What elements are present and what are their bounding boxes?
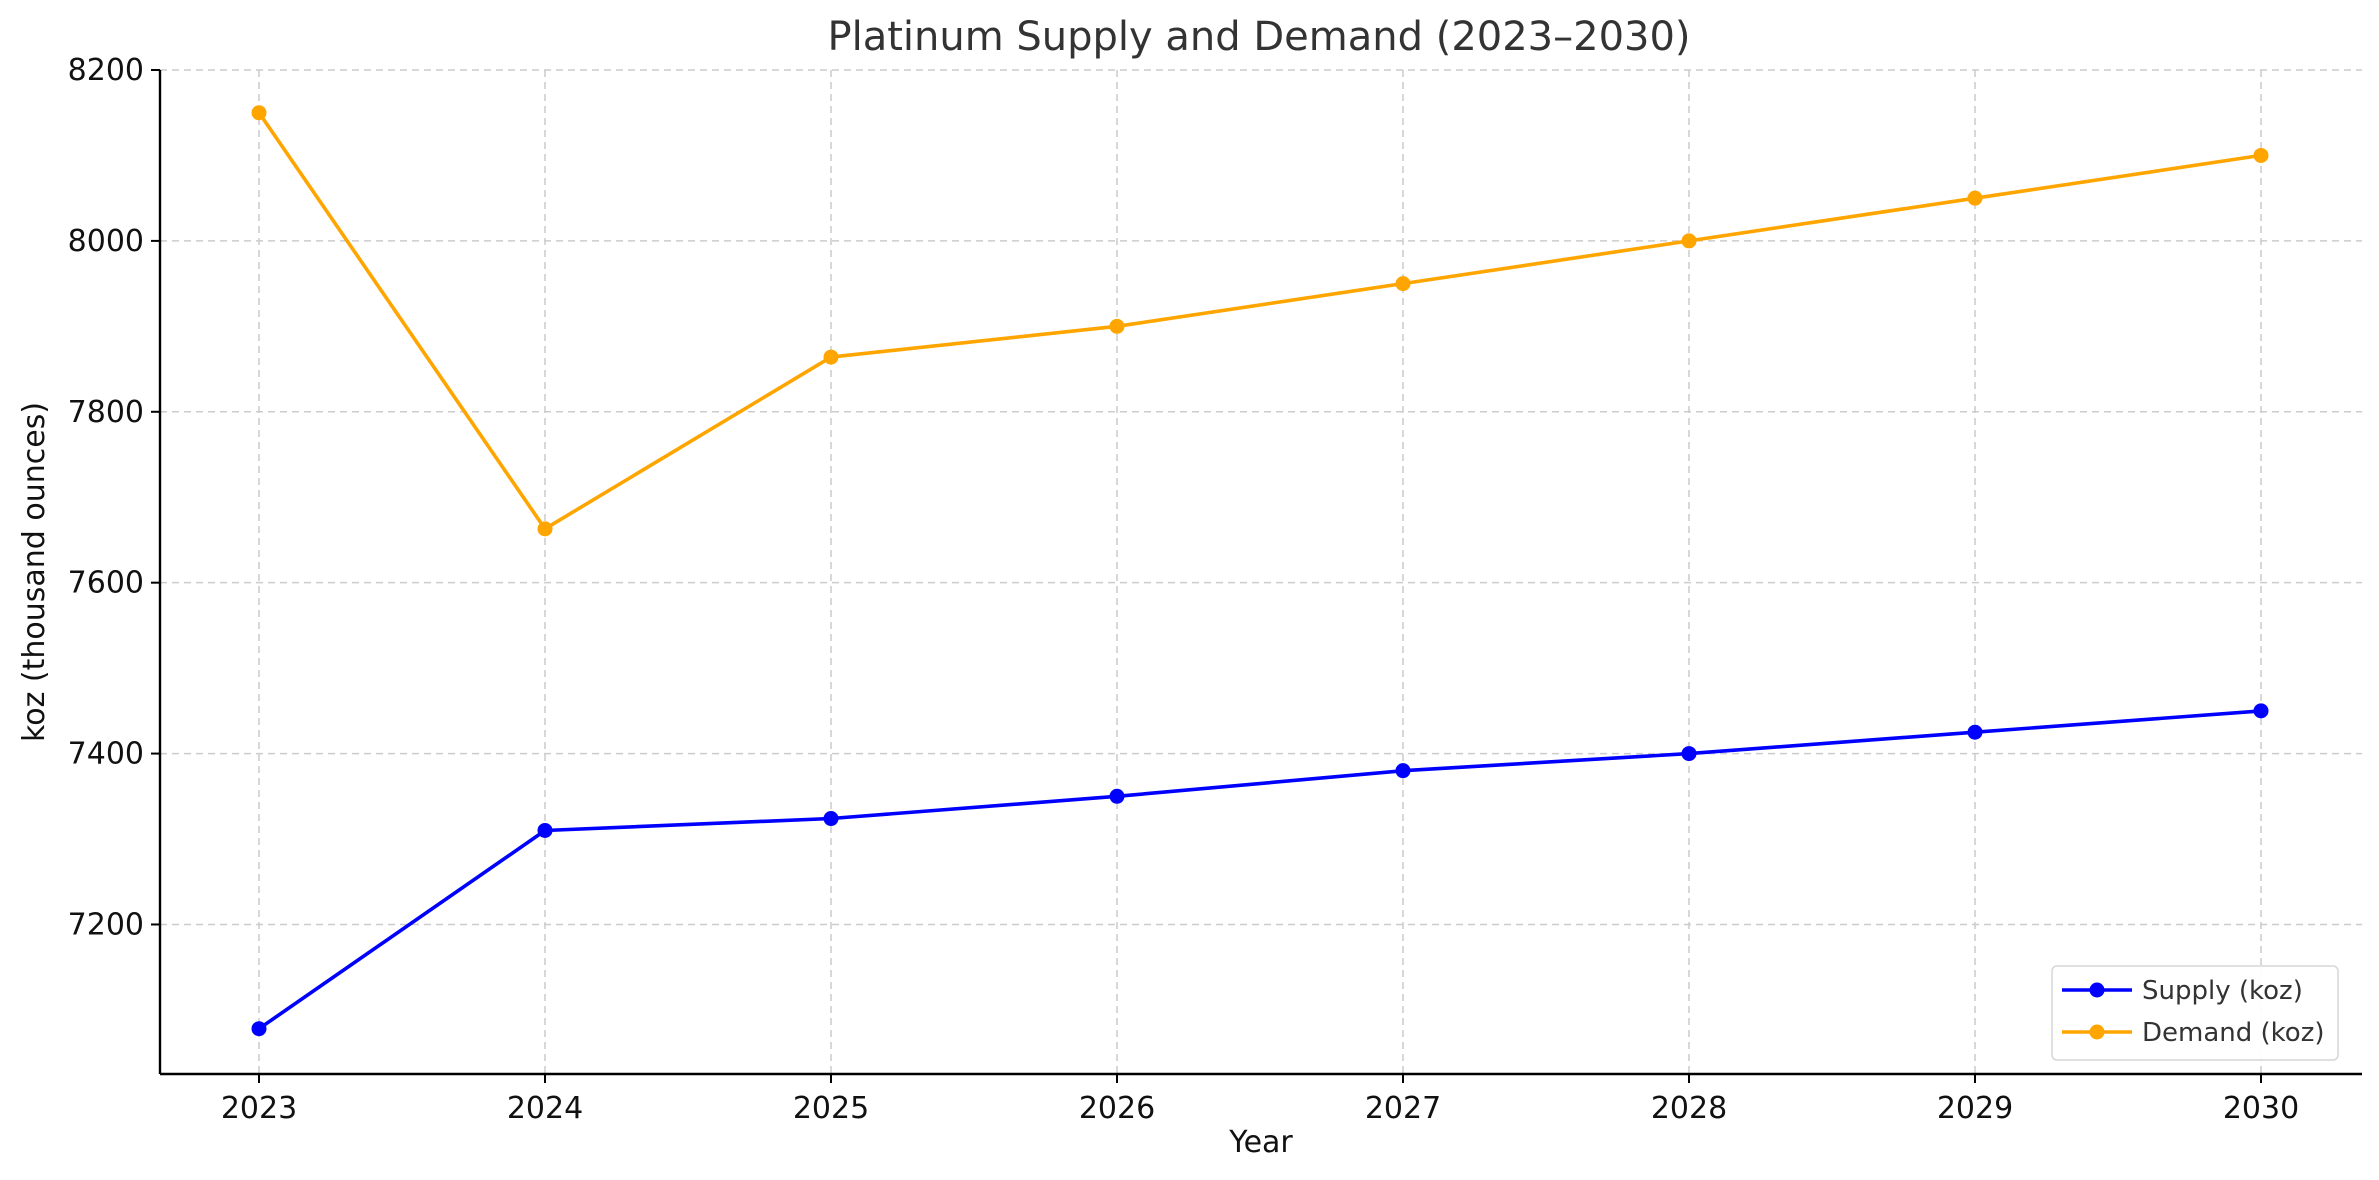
x-tick-label: 2028 xyxy=(1651,1091,1727,1126)
legend-label: Demand (koz) xyxy=(2142,1018,2325,1048)
x-tick-label: 2025 xyxy=(793,1091,869,1126)
x-tick-label: 2026 xyxy=(1079,1091,1155,1126)
data-point xyxy=(1967,724,1983,740)
data-point xyxy=(1967,190,1983,206)
data-point xyxy=(2253,703,2269,719)
y-ticks: 7200 7400 7600 7800 8000 8200 xyxy=(68,53,160,942)
data-point xyxy=(1395,763,1411,779)
legend-marker xyxy=(2089,982,2105,998)
x-tick-label: 2023 xyxy=(221,1091,297,1126)
legend-label: Supply (koz) xyxy=(2142,976,2303,1006)
data-point xyxy=(1681,746,1697,762)
grid xyxy=(160,69,2362,1074)
legend: Supply (koz) Demand (koz) xyxy=(2051,965,2339,1061)
data-point xyxy=(823,349,839,365)
y-tick-label: 7800 xyxy=(68,395,144,430)
series-layer xyxy=(251,105,2269,1037)
y-tick-label: 7600 xyxy=(68,566,144,601)
x-tick-label: 2027 xyxy=(1365,1091,1441,1126)
data-point xyxy=(1109,318,1125,334)
data-point xyxy=(2253,147,2269,163)
x-tick-label: 2024 xyxy=(507,1091,583,1126)
y-axis-label: koz (thousand ounces) xyxy=(17,402,52,742)
data-point xyxy=(251,1021,267,1037)
data-point xyxy=(537,521,553,537)
series-line xyxy=(257,111,2262,531)
legend-item: Demand (koz) xyxy=(2062,1018,2325,1048)
data-point xyxy=(537,822,553,838)
x-tick-label: 2029 xyxy=(1937,1091,2013,1126)
data-point xyxy=(1681,233,1697,249)
x-axis-label: Year xyxy=(1228,1125,1293,1160)
y-tick-label: 7400 xyxy=(68,737,144,772)
data-point xyxy=(251,105,267,121)
y-tick-label: 8000 xyxy=(68,224,144,259)
x-ticks: 2023 2024 2025 2026 2027 2028 2029 2030 xyxy=(221,1074,2299,1126)
x-tick-label: 2030 xyxy=(2223,1091,2299,1126)
chart-title: Platinum Supply and Demand (2023–2030) xyxy=(827,14,1690,60)
series-demand xyxy=(251,105,2269,537)
series-line xyxy=(257,709,2262,1031)
y-tick-label: 8200 xyxy=(68,53,144,88)
series-supply xyxy=(251,703,2269,1037)
axes xyxy=(158,70,2362,1076)
data-point xyxy=(1109,788,1125,804)
y-tick-label: 7200 xyxy=(68,907,144,942)
data-point xyxy=(1395,276,1411,292)
legend-item: Supply (koz) xyxy=(2062,976,2303,1006)
legend-marker xyxy=(2089,1024,2105,1040)
data-point xyxy=(823,811,839,827)
